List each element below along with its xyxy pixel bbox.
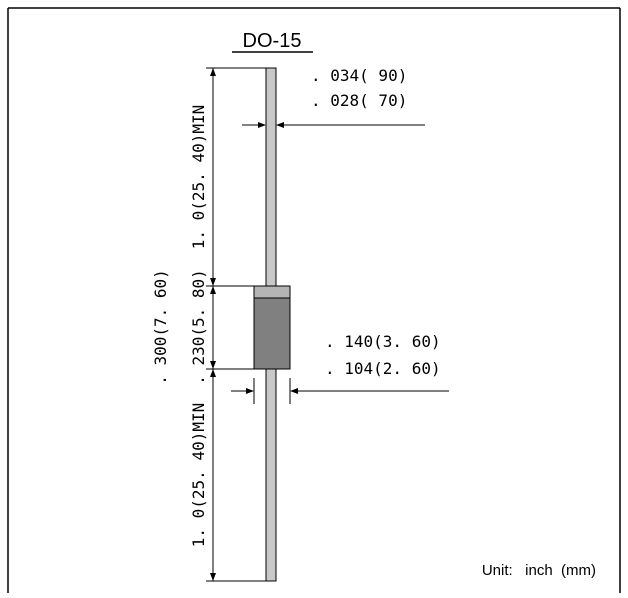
body-diameter-min-label: . 104(2. 60)	[325, 359, 441, 378]
top-lead-length-label: 1. 0(25. 40)MIN	[189, 105, 208, 250]
bottom-lead-length-label: 1. 0(25. 40)MIN	[189, 403, 208, 548]
unit-note: Unit: inch (mm)	[482, 562, 596, 579]
lead-diameter-max-label: . 034( 90)	[311, 66, 407, 85]
left-dimension-arrows	[210, 68, 216, 581]
left-dimension-lines	[206, 67, 266, 582]
diode-body	[253, 285, 291, 370]
lead-diameter-arrows	[258, 122, 284, 128]
body-diameter-dimension	[231, 378, 449, 404]
body-diameter-max-label: . 140(3. 60)	[325, 332, 441, 351]
body-diameter-arrows	[246, 388, 298, 394]
package-title: DO-15	[243, 30, 302, 52]
lead-diameter-min-label: . 028( 70)	[311, 91, 407, 110]
cathode-band	[253, 285, 291, 299]
body-length-min-label: . 230(5. 80)	[189, 269, 208, 385]
bottom-lead	[265, 368, 277, 582]
body-length-max-label: . 300(7. 60)	[151, 269, 170, 385]
top-lead	[265, 67, 277, 287]
